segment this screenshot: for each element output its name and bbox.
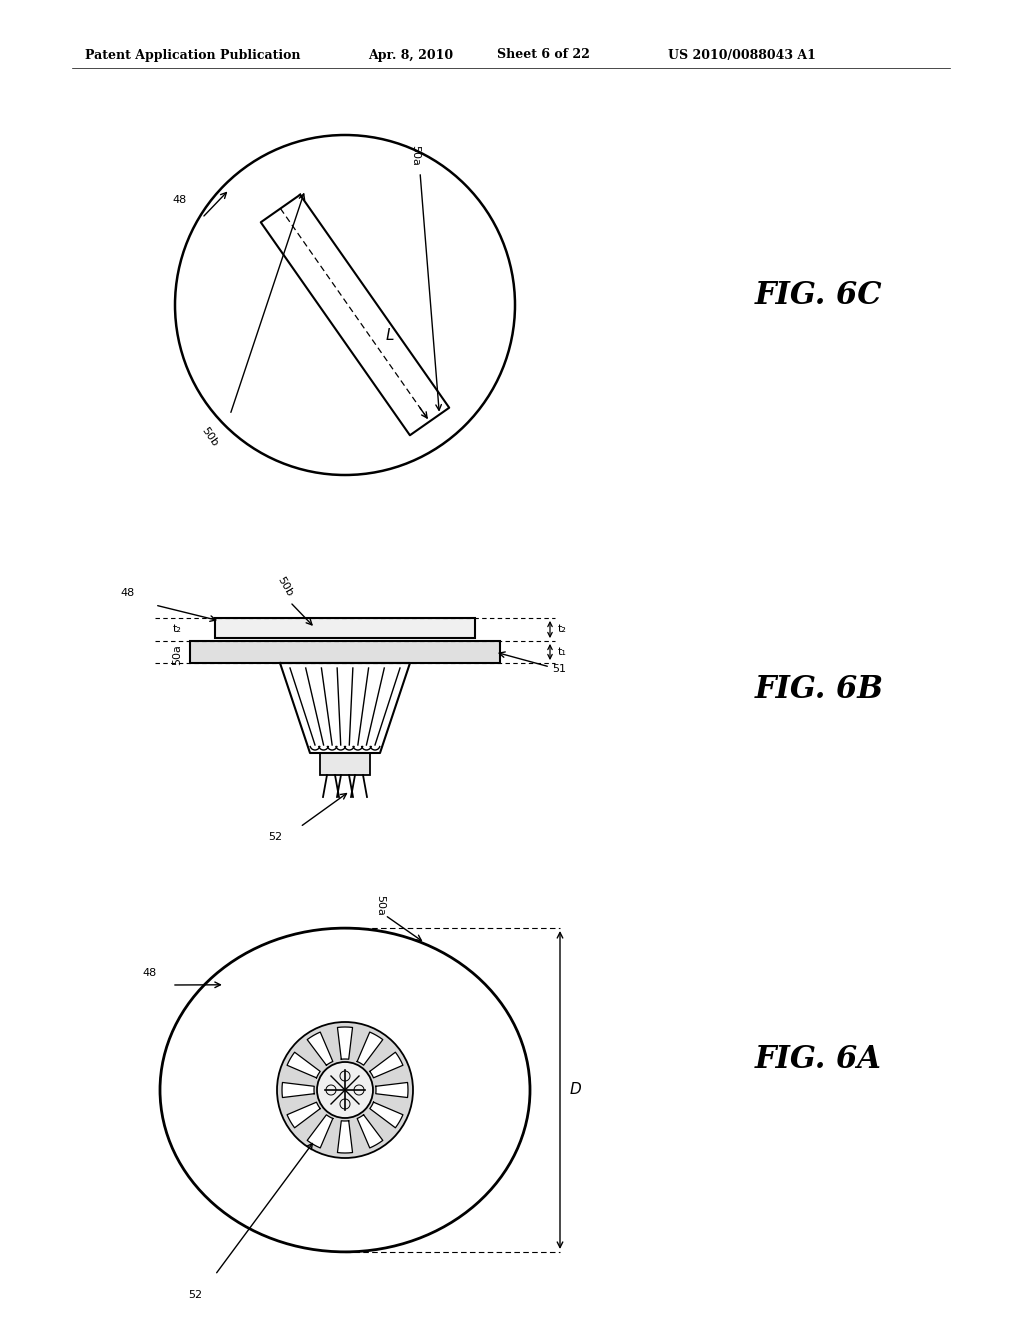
Polygon shape [338,1027,352,1059]
Text: 48: 48 [173,195,187,205]
Polygon shape [357,1032,383,1065]
Text: 51: 51 [552,664,566,675]
Text: 50a: 50a [375,895,385,916]
Text: Sheet 6 of 22: Sheet 6 of 22 [497,49,590,62]
Polygon shape [307,1032,333,1065]
Polygon shape [357,1115,383,1148]
Polygon shape [376,1082,408,1097]
Circle shape [317,1063,373,1118]
Text: 48: 48 [143,968,157,978]
Polygon shape [287,1102,321,1127]
Text: US 2010/0088043 A1: US 2010/0088043 A1 [668,49,816,62]
Text: Apr. 8, 2010: Apr. 8, 2010 [368,49,454,62]
Bar [319,752,370,775]
Text: FIG. 6B: FIG. 6B [755,675,884,705]
Circle shape [278,1022,413,1158]
Text: 52: 52 [268,832,282,842]
Polygon shape [287,1052,321,1078]
Bar [190,642,500,663]
Text: D: D [570,1082,582,1097]
Text: t₁: t₁ [558,647,567,657]
Polygon shape [370,1052,402,1078]
Text: 52: 52 [188,1290,202,1300]
Polygon shape [282,1082,314,1097]
Polygon shape [307,1115,333,1148]
Text: t₂: t₂ [173,624,182,635]
Text: FIG. 6C: FIG. 6C [755,280,883,310]
Text: FIG. 6A: FIG. 6A [755,1044,882,1076]
Text: L: L [386,327,394,342]
Polygon shape [338,1121,352,1152]
Text: 50a: 50a [172,644,182,665]
Text: 50a: 50a [410,145,420,165]
Text: 50b: 50b [275,576,295,598]
Text: 50b: 50b [200,425,220,449]
Polygon shape [370,1102,402,1127]
Text: Patent Application Publication: Patent Application Publication [85,49,300,62]
Text: 48: 48 [121,587,135,598]
Text: t₂: t₂ [558,624,567,635]
Bar [215,618,475,638]
